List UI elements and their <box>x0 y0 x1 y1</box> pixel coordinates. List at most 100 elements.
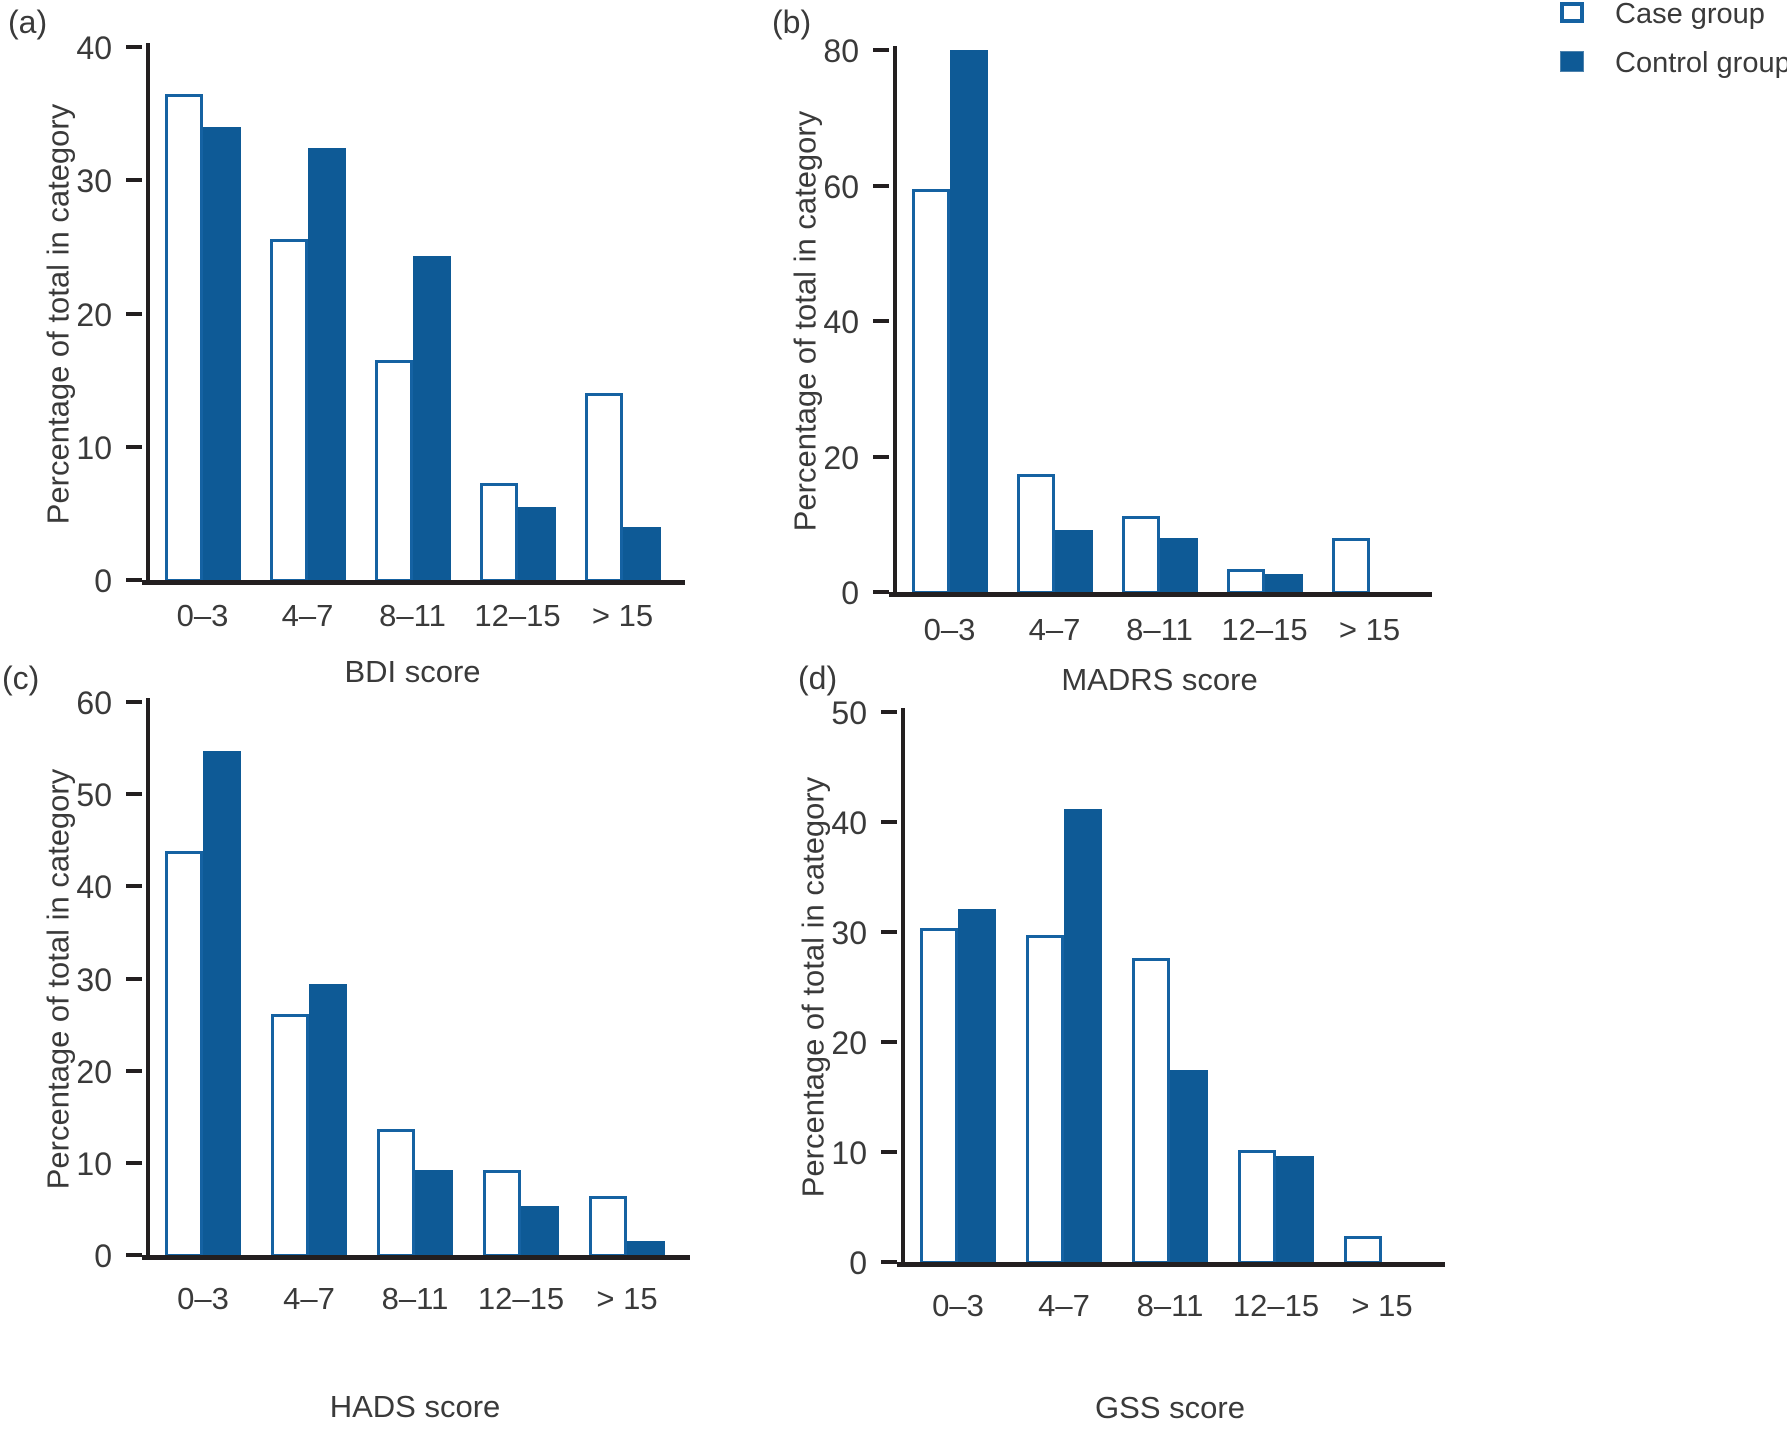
y-tick-a <box>126 178 142 183</box>
y-tick-label-d: 30 <box>831 915 867 951</box>
y-tick-d <box>881 710 897 714</box>
bar-case-c-2 <box>271 1013 309 1257</box>
y-axis-b <box>893 46 897 596</box>
bar-control-b-1 <box>949 50 988 594</box>
y-tick-d <box>881 820 897 824</box>
x-category-label-c-1: 0–3 <box>177 1281 229 1316</box>
bar-control-d-4 <box>1276 1156 1314 1264</box>
bar-case-b-1 <box>911 188 950 594</box>
x-axis-title-a: BDI score <box>344 654 481 689</box>
x-axis-a <box>142 580 685 585</box>
y-tick-label-a: 20 <box>76 296 112 333</box>
bar-control-c-5 <box>627 1241 665 1257</box>
y-tick-b <box>873 48 889 52</box>
panel-c: (c) Percentage of total in category 0 10 20 3… <box>0 650 790 1450</box>
y-tick-a <box>126 311 142 316</box>
y-tick-label-b: 60 <box>823 168 859 205</box>
y-tick-c <box>126 1253 142 1257</box>
y-tick-label-a: 30 <box>76 163 112 200</box>
bar-case-a-2 <box>269 238 308 582</box>
bar-control-b-4 <box>1264 573 1303 594</box>
x-category-label-b-2: 4–7 <box>1028 612 1081 647</box>
bar-case-a-3 <box>374 360 413 582</box>
x-category-label-b-4: 12–15 <box>1221 612 1308 647</box>
y-tick-label-c: 30 <box>76 961 112 998</box>
y-tick-label-c: 0 <box>94 1238 112 1274</box>
bar-case-d-4 <box>1238 1149 1276 1264</box>
bar-case-c-1 <box>165 851 203 1257</box>
x-category-label-d-1: 0–3 <box>932 1288 984 1323</box>
control-group-swatch-icon <box>1560 51 1584 72</box>
bar-control-b-3 <box>1159 537 1198 594</box>
y-tick-label-d: 40 <box>831 805 867 841</box>
y-tick-b <box>873 319 889 323</box>
y-tick-label-b: 20 <box>823 439 859 476</box>
y-tick-label-c: 60 <box>76 685 112 721</box>
y-tick-label-b: 0 <box>841 575 859 611</box>
x-axis-title-c: HADS score <box>329 1389 501 1424</box>
x-category-label-a-2: 4–7 <box>281 598 334 633</box>
y-tick-label-c: 10 <box>76 1145 112 1182</box>
y-tick-label-a: 10 <box>76 429 112 466</box>
y-tick-a <box>126 444 142 449</box>
x-category-label-a-5: > 15 <box>591 598 654 633</box>
bar-control-d-2 <box>1064 808 1102 1264</box>
x-category-label-a-3: 8–11 <box>379 598 446 633</box>
y-tick-label-b: 40 <box>823 304 859 340</box>
panel-letter-b: (b) <box>772 4 812 40</box>
bar-case-c-5 <box>589 1196 627 1257</box>
bar-control-c-3 <box>415 1170 453 1257</box>
bar-case-b-5 <box>1331 538 1370 594</box>
x-category-label-a-4: 12–15 <box>474 598 561 633</box>
case-group-swatch-icon <box>1560 2 1584 23</box>
panel-d: (d) Percentage of total in category 0 10 20 3… <box>770 650 1560 1450</box>
y-tick-label-d: 10 <box>831 1135 867 1171</box>
bar-case-b-3 <box>1121 516 1160 594</box>
bar-case-a-4 <box>479 482 518 582</box>
y-axis-d <box>901 708 905 1266</box>
bar-control-a-3 <box>412 256 451 582</box>
x-axis-c <box>142 1255 690 1260</box>
legend-label-control: Control group <box>1615 47 1787 79</box>
y-tick-a <box>126 578 142 582</box>
bar-control-d-1 <box>958 908 996 1264</box>
bar-control-b-2 <box>1054 530 1093 594</box>
bar-control-c-2 <box>309 984 347 1257</box>
bar-control-c-1 <box>203 750 241 1257</box>
bar-case-d-5 <box>1344 1235 1382 1264</box>
y-tick-label-d: 20 <box>831 1025 867 1061</box>
panel-letter-d: (d) <box>798 660 838 696</box>
y-axis-a <box>146 43 150 584</box>
x-category-label-a-1: 0–3 <box>176 598 229 633</box>
bar-case-c-4 <box>483 1170 521 1257</box>
bar-case-a-5 <box>584 393 623 582</box>
panel-letter-c: (c) <box>2 660 40 696</box>
y-tick-c <box>126 1160 142 1165</box>
y-tick-b <box>873 183 889 188</box>
x-category-label-d-3: 8–11 <box>1136 1288 1204 1323</box>
bar-case-b-4 <box>1226 568 1265 594</box>
y-tick-d <box>881 930 897 934</box>
y-tick-b <box>873 454 889 459</box>
x-category-label-d-2: 4–7 <box>1038 1288 1090 1323</box>
y-tick-label-c: 50 <box>76 777 112 814</box>
bar-case-b-2 <box>1016 474 1055 594</box>
panel-b: (b) Percentage of total in category 0 20 40 6… <box>770 0 1560 800</box>
x-axis-b <box>889 592 1432 597</box>
y-tick-d <box>881 1150 897 1154</box>
x-category-label-b-5: > 15 <box>1338 612 1401 647</box>
bar-control-c-4 <box>521 1206 559 1257</box>
y-tick-a <box>126 45 142 49</box>
x-category-label-d-5: > 15 <box>1351 1288 1413 1323</box>
x-axis-title-d: GSS score <box>1095 1390 1245 1425</box>
x-category-label-c-5: > 15 <box>596 1281 658 1316</box>
x-category-label-c-4: 12–15 <box>477 1281 565 1316</box>
bar-control-a-4 <box>517 506 556 582</box>
x-category-label-b-1: 0–3 <box>923 612 976 647</box>
y-tick-c <box>126 700 142 704</box>
y-tick-label-d: 0 <box>849 1245 867 1281</box>
x-category-label-b-3: 8–11 <box>1126 612 1193 647</box>
y-tick-c <box>126 976 142 981</box>
x-category-label-d-4: 12–15 <box>1232 1288 1320 1323</box>
